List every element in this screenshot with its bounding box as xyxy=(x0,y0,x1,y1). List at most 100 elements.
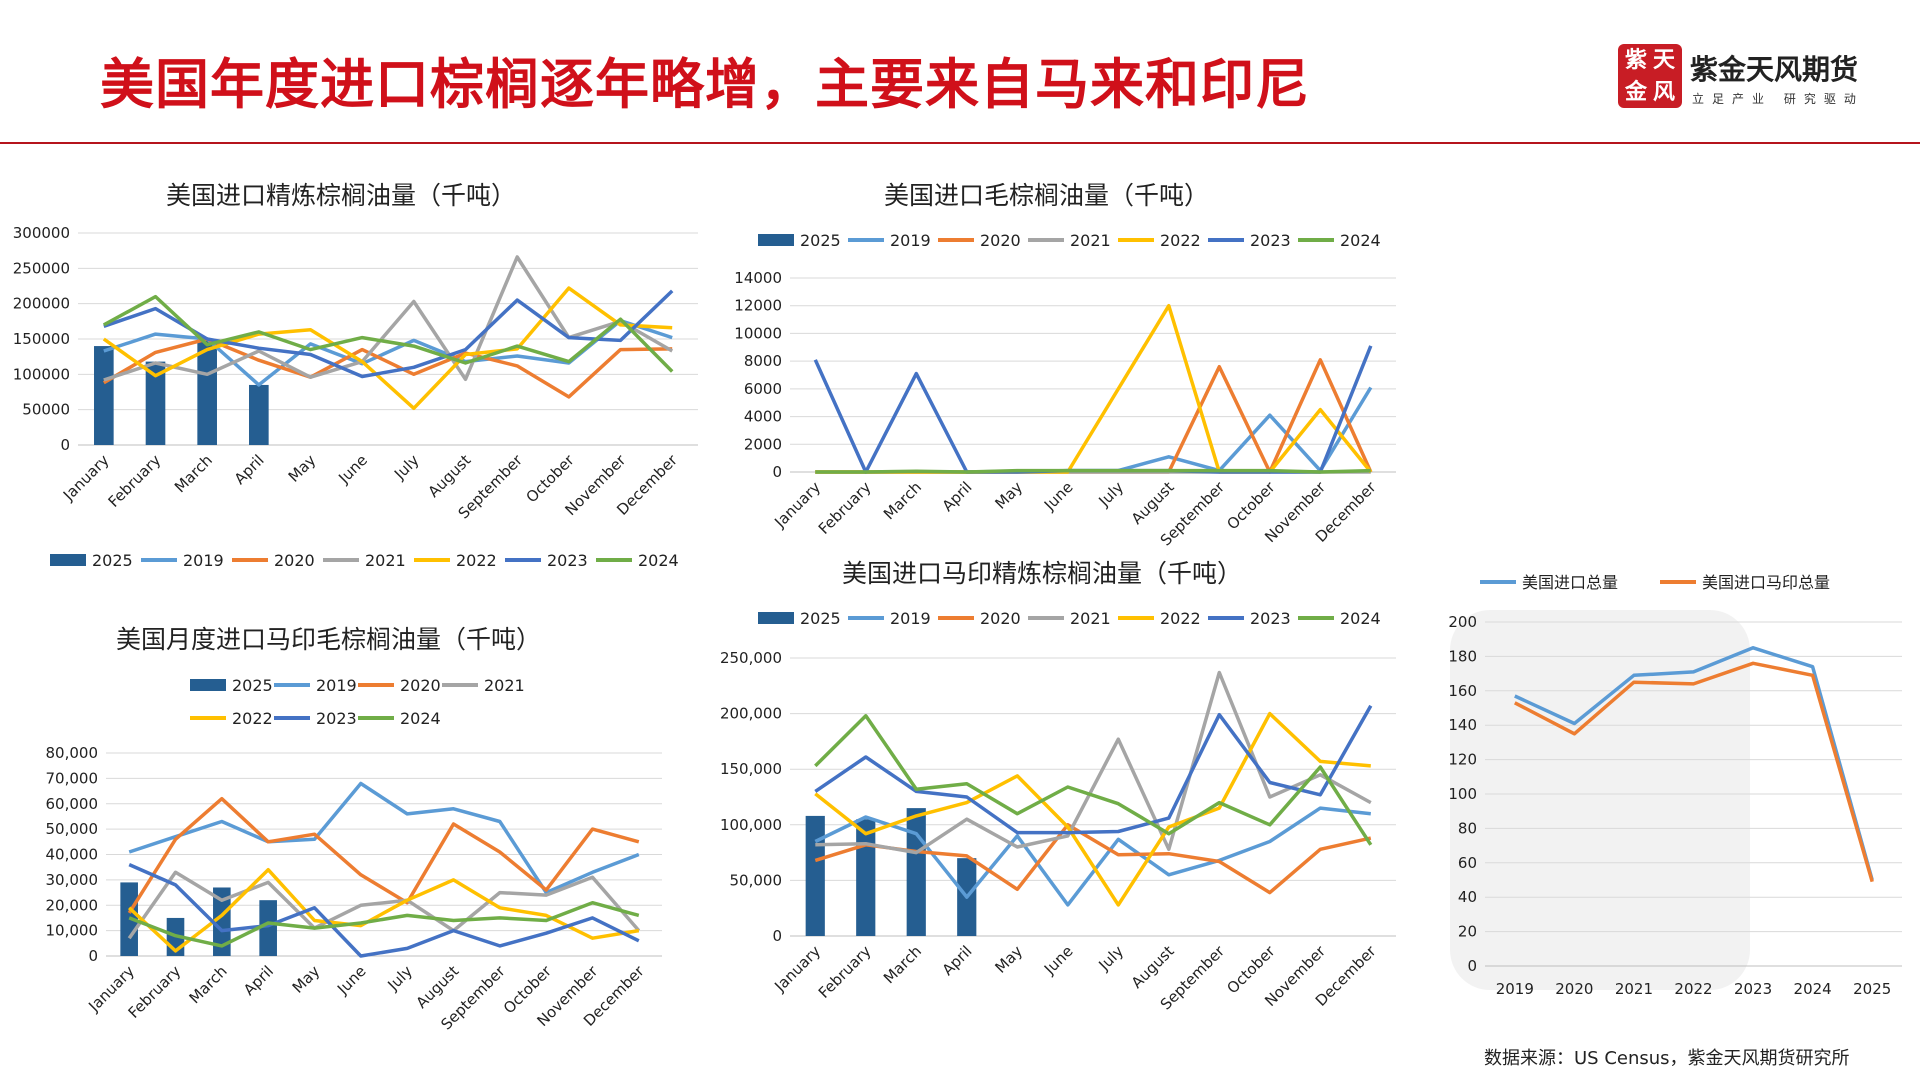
legend-label-2025: 2025 xyxy=(92,551,133,570)
data-source: 数据来源：US Census，紫金天风期货研究所 xyxy=(1484,1048,1850,1069)
x-tick-label: 2023 xyxy=(1734,980,1772,998)
series-line-2022 xyxy=(102,286,673,411)
legend-label-美国进口总量: 美国进口总量 xyxy=(1522,573,1618,592)
chart-title-refined: 美国进口精炼棕榈油量（千吨） xyxy=(166,181,517,210)
legend-swatch-2025 xyxy=(50,554,86,566)
legend-label-2025: 2025 xyxy=(800,231,841,250)
y-tick-label: 150,000 xyxy=(720,760,782,778)
legend-label-2024: 2024 xyxy=(1340,609,1381,628)
series-line-2019 xyxy=(814,806,1371,907)
bar-2025 xyxy=(856,819,876,936)
logo-char: 紫 xyxy=(1624,47,1647,73)
logo-char: 天 xyxy=(1652,47,1675,73)
series-line-2023 xyxy=(813,345,1373,474)
y-tick-label: 6000 xyxy=(744,380,782,398)
legend-label-2020: 2020 xyxy=(980,231,1021,250)
brand-slogan: 立足产业 研究驱动 xyxy=(1692,92,1864,106)
y-tick-label: 200 xyxy=(1448,613,1477,631)
bar-2025 xyxy=(259,900,277,956)
y-tick-label: 180 xyxy=(1448,647,1477,665)
series-line-2023 xyxy=(103,289,674,379)
y-tick-label: 120 xyxy=(1448,751,1477,769)
header-divider xyxy=(0,142,1920,144)
y-tick-label: 12000 xyxy=(734,297,782,315)
y-tick-label: 60 xyxy=(1458,854,1477,872)
legend-label-2025: 2025 xyxy=(232,676,273,695)
series-line-2024 xyxy=(102,294,674,373)
series-line-2021 xyxy=(127,870,641,940)
chart-refined-my-id: 050,000100,000150,000200,000250,000Janua… xyxy=(720,609,1396,1013)
series-line-2020 xyxy=(815,358,1373,474)
y-tick-label: 150000 xyxy=(13,330,70,348)
x-tick-label: June xyxy=(334,451,371,488)
chart-title-refined-my-id: 美国进口马印精炼棕榈油量（千吨） xyxy=(842,559,1243,588)
y-tick-label: 14000 xyxy=(734,269,782,287)
x-tick-label: 2020 xyxy=(1555,980,1593,998)
bar-2025 xyxy=(197,339,217,445)
y-tick-label: 100,000 xyxy=(720,816,782,834)
x-tick-label: March xyxy=(186,962,231,1007)
x-tick-label: July xyxy=(1095,478,1128,511)
bar-2025 xyxy=(213,887,231,956)
legend-label-2024: 2024 xyxy=(1340,231,1381,250)
x-tick-label: 2021 xyxy=(1615,980,1653,998)
series-line-2020 xyxy=(127,796,640,914)
legend-label-2023: 2023 xyxy=(1250,231,1291,250)
x-tick-label: May xyxy=(289,962,324,997)
legend-swatch-2025 xyxy=(758,234,794,246)
y-tick-label: 80 xyxy=(1458,819,1477,837)
series-line-2022 xyxy=(814,711,1371,907)
logo-char: 金 xyxy=(1624,79,1647,105)
y-tick-label: 140 xyxy=(1448,716,1477,734)
series-line-2021 xyxy=(815,670,1372,855)
chart-crude: 02000400060008000100001200014000JanuaryF… xyxy=(734,231,1396,549)
x-tick-label: April xyxy=(939,942,976,979)
bar-2025 xyxy=(145,361,166,445)
y-tick-label: 80,000 xyxy=(46,744,99,762)
y-tick-label: 100000 xyxy=(13,365,70,383)
x-tick-label: February xyxy=(815,942,875,1002)
x-tick-label: April xyxy=(240,962,277,999)
x-tick-label: August xyxy=(1128,478,1178,528)
x-tick-label: April xyxy=(231,451,268,488)
legend-label-2022: 2022 xyxy=(456,551,497,570)
chart-crude-my-id: 0 10,000 20,000 30,000 40,000 50,000 60,000 70,… xyxy=(46,676,662,1033)
logo-char: 风 xyxy=(1652,79,1675,105)
legend-label-2022: 2022 xyxy=(1160,609,1201,628)
x-tick-label: April xyxy=(939,478,976,515)
y-tick-label: 0 xyxy=(88,947,98,965)
legend-label-2025: 2025 xyxy=(800,609,841,628)
legend-label-2020: 2020 xyxy=(980,609,1021,628)
y-tick-label: 0 xyxy=(1467,957,1477,975)
legend-label-2022: 2022 xyxy=(232,709,273,728)
page-title: 美国年度进口棕榈逐年略增，主要来自马来和印尼 xyxy=(100,52,1310,116)
legend-label-2019: 2019 xyxy=(183,551,224,570)
y-tick-label: 250000 xyxy=(13,259,70,277)
series-line-美国进口总量 xyxy=(1514,646,1874,881)
bar-2025 xyxy=(805,815,825,936)
chart-refined: 050000100000150000200000250000300000Janu… xyxy=(13,224,698,570)
series-line-2023 xyxy=(814,704,1373,835)
x-tick-label: 2025 xyxy=(1853,980,1891,998)
x-tick-label: June xyxy=(333,962,370,999)
y-tick-label: 70,000 xyxy=(46,769,99,787)
bar-2025 xyxy=(94,346,114,445)
legend-label-2020: 2020 xyxy=(400,676,441,695)
y-tick-label: 30,000 xyxy=(46,871,99,889)
y-tick-label: 0 xyxy=(772,927,782,945)
y-tick-label: 0 xyxy=(60,436,70,454)
legend-label-2021: 2021 xyxy=(484,676,525,695)
y-tick-label: 4000 xyxy=(744,408,782,426)
brand-logo: 紫 天 金 风 xyxy=(1618,44,1682,108)
series-line-2022 xyxy=(128,867,640,953)
x-tick-label: July xyxy=(383,962,416,995)
legend-label-2019: 2019 xyxy=(890,609,931,628)
x-tick-label: July xyxy=(390,451,423,484)
x-tick-label: March xyxy=(880,478,925,523)
x-tick-label: May xyxy=(285,451,320,486)
y-tick-label: 0 xyxy=(772,463,782,481)
y-tick-label: 250,000 xyxy=(720,649,782,667)
legend-label-2019: 2019 xyxy=(890,231,931,250)
x-tick-label: August xyxy=(1128,942,1178,992)
series-line-2020 xyxy=(102,337,673,399)
